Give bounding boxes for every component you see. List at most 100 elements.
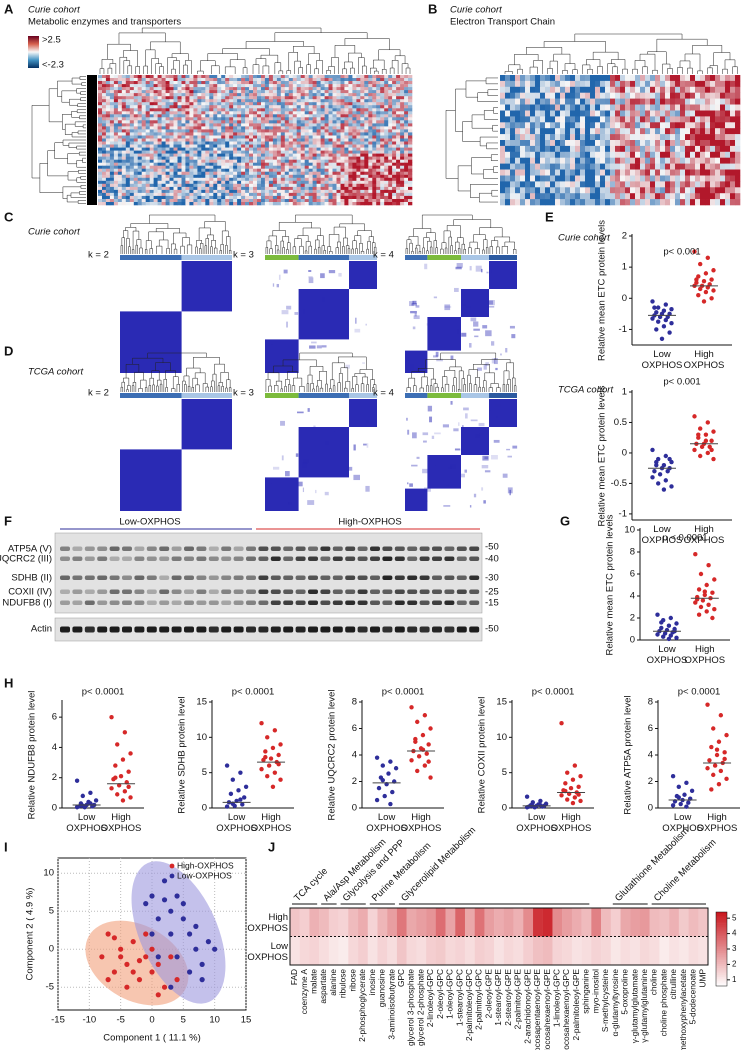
heatmap-cell <box>705 134 711 141</box>
heatmap-cell <box>173 111 178 115</box>
band <box>394 575 405 580</box>
heatmap-cell <box>348 195 353 200</box>
heatmap-cell <box>125 132 131 136</box>
heatmap-cell <box>525 86 531 93</box>
heatmap-cell <box>580 92 586 99</box>
heatmap-cell <box>117 141 123 145</box>
band <box>295 626 306 633</box>
heatmap-cell <box>695 175 701 182</box>
heatmap-cell <box>257 202 262 206</box>
heatmap-cell <box>109 135 115 139</box>
heatmap-cell <box>125 168 131 172</box>
heatmap-cell <box>149 159 154 163</box>
heatmap-cell <box>181 135 186 139</box>
heatmap-cell <box>213 153 218 157</box>
heatmap-cell <box>525 145 531 153</box>
heatmap-cell <box>245 135 250 139</box>
heatmap-cell <box>332 123 337 127</box>
heatmap-cell <box>540 169 546 176</box>
heatmap-cell <box>276 135 282 139</box>
heatmap-cell <box>296 168 301 172</box>
consensus-noise <box>297 411 304 414</box>
heatmap-cell <box>400 168 405 172</box>
heatmap-cell <box>380 114 385 118</box>
heatmap-cell <box>201 138 206 142</box>
heatmap-cell <box>117 120 123 124</box>
band <box>171 546 182 551</box>
heatmap-cell <box>730 116 736 123</box>
heatmap-cell <box>268 147 274 151</box>
heatmap-cell <box>165 138 170 142</box>
heatmap-cell <box>404 75 409 79</box>
band <box>295 546 306 551</box>
heatmap-cell <box>241 180 246 185</box>
heatmap-cell <box>133 144 139 148</box>
heatmap-cell <box>320 183 325 188</box>
heatmap-cell <box>525 134 531 141</box>
heatmap-cell <box>570 75 576 82</box>
heatmap-cell <box>348 144 353 148</box>
heatmap-cell <box>735 140 741 147</box>
heatmap-cell <box>113 192 119 197</box>
cluster-bar <box>120 255 182 260</box>
heatmap-cell <box>245 75 250 79</box>
heatmap-cell <box>655 75 661 82</box>
heatmap-cell <box>392 135 397 139</box>
heatmap-cell <box>193 162 198 166</box>
heatmap-cell <box>700 157 706 164</box>
heatmap-cell <box>380 78 385 82</box>
heatmap-cell <box>520 151 526 158</box>
heatmap-cell <box>105 81 111 85</box>
heatmap-cell <box>225 81 230 85</box>
heatmap-cell <box>280 147 286 151</box>
heatmap-cell <box>209 199 214 203</box>
heatmap-cell <box>145 141 150 145</box>
heatmap-cell <box>272 159 278 163</box>
heatmap-cell <box>645 140 651 147</box>
heatmap-cell <box>352 111 357 115</box>
heatmap-cell <box>570 181 576 188</box>
heatmap-cell <box>221 183 226 188</box>
band <box>221 575 232 580</box>
heatmap-cell <box>149 93 154 97</box>
heatmap-cell <box>225 165 230 169</box>
heatmap-cell <box>520 92 526 99</box>
consensus-noise <box>302 459 310 464</box>
heatmap-cell <box>117 126 123 130</box>
consensus-noise <box>444 304 451 311</box>
heatmap-cell <box>169 192 174 197</box>
heatmap-cell <box>169 93 174 97</box>
heatmap-cell <box>384 75 389 79</box>
heatmap-cell <box>185 159 190 163</box>
consensus-noise <box>464 469 467 473</box>
heatmap-cell <box>193 183 198 188</box>
heatmap-cell <box>288 153 294 157</box>
heatmap-cell <box>109 81 115 85</box>
band <box>109 626 120 633</box>
heatmap-cell <box>300 183 305 188</box>
heatmap-cell <box>125 189 131 194</box>
heatmap-cell <box>384 174 389 179</box>
heatmap-cell <box>280 126 286 130</box>
heatmap-cell <box>221 150 226 154</box>
heatmap-cell <box>284 123 290 127</box>
consensus-noise <box>491 341 495 346</box>
heatmap-cell <box>720 187 726 194</box>
heatmap-cell <box>145 156 150 160</box>
heatmap-cell <box>720 193 726 200</box>
heatmap-cell <box>376 99 381 103</box>
heatmap-cell <box>181 126 186 130</box>
heatmap-cell <box>177 132 182 136</box>
consensus-noise <box>443 505 451 507</box>
heatmap-cell <box>332 78 337 82</box>
heatmap-cell <box>620 163 626 170</box>
heatmap-cell <box>221 159 226 163</box>
heatmap-cell <box>580 122 586 129</box>
heatmap-cell <box>640 169 646 176</box>
heatmap-cell <box>245 150 250 154</box>
heatmap-cell <box>324 84 329 88</box>
heatmap-cell <box>376 129 381 133</box>
heatmap-cell <box>113 147 119 151</box>
heatmap-cell <box>241 84 246 88</box>
heatmap-cell <box>675 175 681 182</box>
